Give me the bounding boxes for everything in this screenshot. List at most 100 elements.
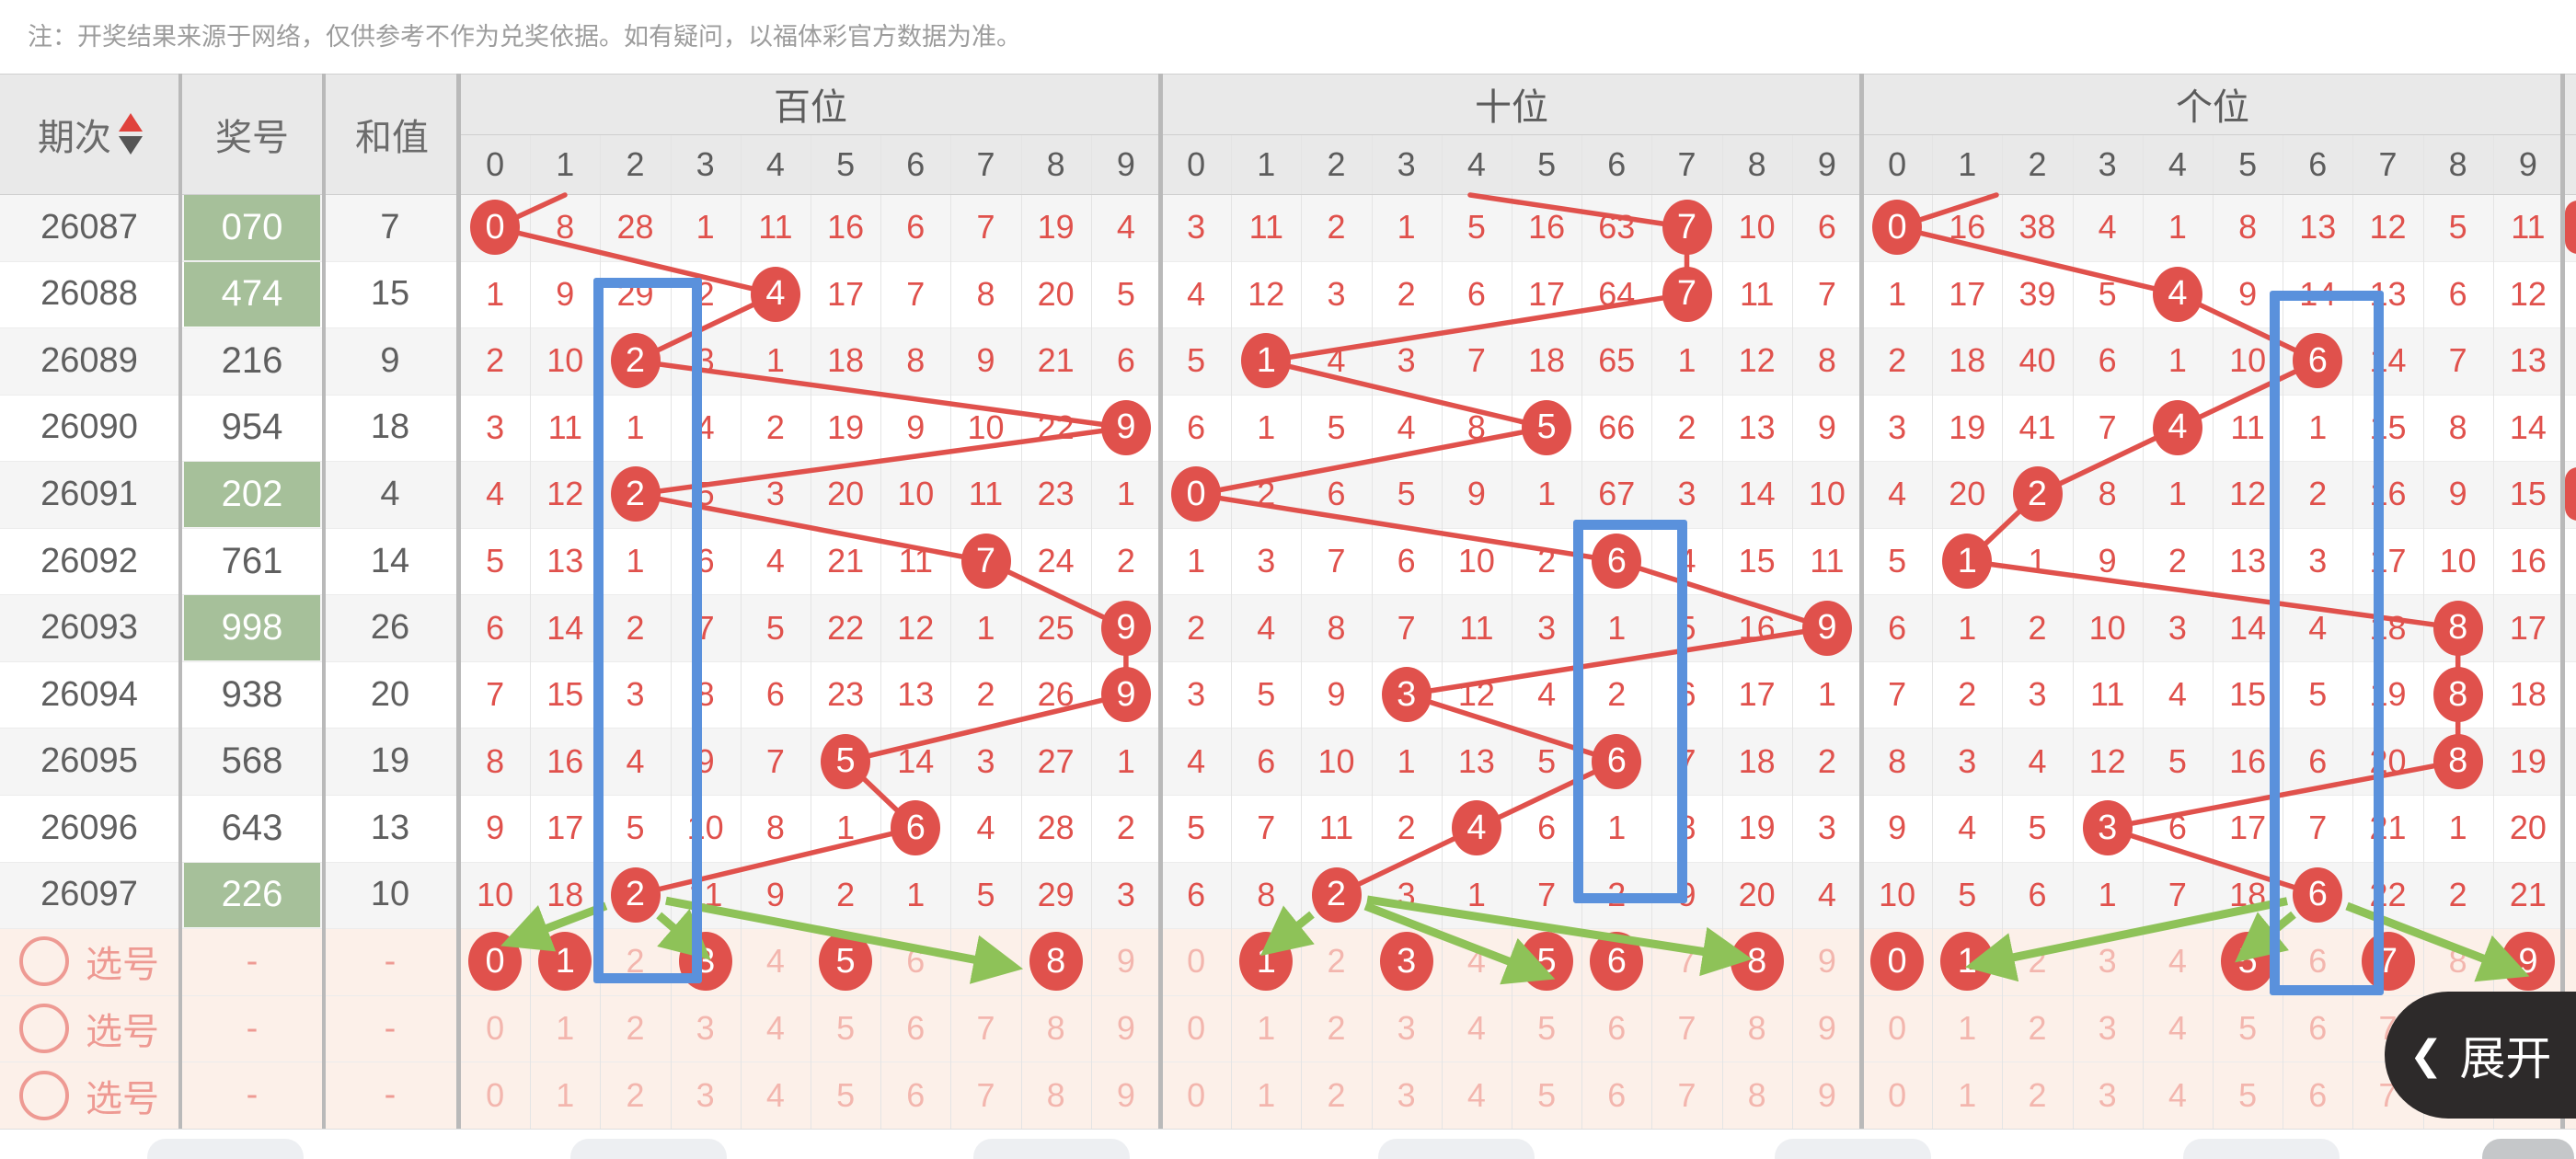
pick-digit[interactable]: 5 bbox=[836, 1075, 856, 1114]
pick-digit[interactable]: 1 bbox=[556, 1009, 575, 1048]
pick-digit-selected[interactable]: 5 bbox=[2221, 932, 2275, 992]
pick-digit[interactable]: 8 bbox=[1046, 1075, 1065, 1114]
pick-digit[interactable]: 3 bbox=[2098, 1075, 2117, 1114]
pick-digit[interactable]: 2 bbox=[1327, 942, 1346, 981]
pick-row-label[interactable]: 选号 bbox=[0, 1061, 178, 1129]
award-number-cell: 954 bbox=[221, 407, 283, 448]
award-number-cell: 202 bbox=[184, 462, 320, 527]
pick-circle-icon[interactable] bbox=[19, 1070, 69, 1120]
miss-cell: 1 bbox=[2168, 475, 2187, 513]
miss-cell: 1 bbox=[1187, 542, 1206, 580]
pick-digit[interactable]: 4 bbox=[2168, 1075, 2187, 1114]
pick-digit[interactable]: 0 bbox=[1187, 1009, 1206, 1048]
pick-digit[interactable]: 6 bbox=[1607, 1009, 1627, 1048]
pick-digit[interactable]: 4 bbox=[765, 1009, 785, 1048]
pick-digit[interactable]: 0 bbox=[1187, 942, 1206, 981]
pick-digit[interactable]: 1 bbox=[1958, 1075, 1977, 1114]
pick-digit-selected[interactable]: 8 bbox=[1730, 932, 1784, 992]
pick-digit[interactable]: 5 bbox=[1537, 1009, 1557, 1048]
pick-digit[interactable]: 1 bbox=[1257, 1009, 1276, 1048]
pick-digit[interactable]: 4 bbox=[765, 1075, 785, 1114]
pick-digit[interactable]: 7 bbox=[1677, 942, 1696, 981]
pick-row-label[interactable]: 选号 bbox=[0, 928, 178, 995]
digit-header: 3 bbox=[1397, 144, 1416, 183]
pick-digit[interactable]: 0 bbox=[1888, 1075, 1907, 1114]
pick-digit[interactable]: 9 bbox=[1116, 1009, 1135, 1048]
miss-cell: 3 bbox=[1537, 608, 1557, 647]
miss-cell: 8 bbox=[2238, 208, 2258, 247]
pick-digit[interactable]: 6 bbox=[906, 942, 926, 981]
pick-digit-selected[interactable]: 0 bbox=[1870, 932, 1925, 992]
pick-digit[interactable]: 9 bbox=[1817, 1009, 1836, 1048]
pick-digit[interactable]: 0 bbox=[1187, 1075, 1206, 1114]
pick-digit[interactable]: 3 bbox=[1397, 1009, 1416, 1048]
miss-cell: 17 bbox=[827, 274, 865, 313]
pick-digit[interactable]: 0 bbox=[486, 1075, 505, 1114]
pick-digit-selected[interactable]: 5 bbox=[819, 932, 873, 992]
pick-digit[interactable]: 2 bbox=[626, 1075, 645, 1114]
pick-digit[interactable]: 5 bbox=[2238, 1009, 2258, 1048]
pick-digit[interactable]: 1 bbox=[1958, 1009, 1977, 1048]
sort-icon[interactable] bbox=[119, 113, 143, 155]
miss-cell: 20 bbox=[827, 475, 865, 513]
pick-digit[interactable]: 9 bbox=[1116, 1075, 1135, 1114]
miss-cell: 4 bbox=[1187, 274, 1206, 313]
pick-digit[interactable]: 6 bbox=[2308, 1009, 2328, 1048]
pick-digit[interactable]: 2 bbox=[626, 1009, 645, 1048]
pick-digit[interactable]: 6 bbox=[2308, 942, 2328, 981]
pick-digit[interactable]: 2 bbox=[2028, 1009, 2047, 1048]
pick-digit[interactable]: 2 bbox=[2028, 942, 2047, 981]
pick-digit[interactable]: 7 bbox=[976, 1075, 995, 1114]
pick-digit[interactable]: 4 bbox=[765, 942, 785, 981]
pick-digit[interactable]: 3 bbox=[1397, 1075, 1416, 1114]
pick-digit[interactable]: 6 bbox=[906, 1009, 926, 1048]
pick-digit-selected[interactable]: 3 bbox=[1379, 932, 1433, 992]
pick-digit[interactable]: 7 bbox=[1677, 1075, 1696, 1114]
pick-digit[interactable]: 9 bbox=[1817, 1075, 1836, 1114]
miss-cell: 1 bbox=[2448, 809, 2467, 847]
pick-digit-selected[interactable]: 9 bbox=[2501, 932, 2555, 992]
pick-digit[interactable]: 2 bbox=[1327, 1075, 1346, 1114]
pick-digit[interactable]: 7 bbox=[976, 942, 995, 981]
pick-digit-selected[interactable]: 5 bbox=[1520, 932, 1574, 992]
pick-digit[interactable]: 6 bbox=[906, 1075, 926, 1114]
pick-digit[interactable]: 4 bbox=[2168, 942, 2187, 981]
pick-digit[interactable]: 6 bbox=[2308, 1075, 2328, 1114]
miss-cell: 1 bbox=[1817, 675, 1836, 714]
pick-digit[interactable]: 7 bbox=[976, 1009, 995, 1048]
pick-digit-selected[interactable]: 0 bbox=[468, 932, 523, 992]
pick-circle-icon[interactable] bbox=[19, 1004, 69, 1054]
pick-digit[interactable]: 3 bbox=[2098, 942, 2117, 981]
pick-digit[interactable]: 5 bbox=[1537, 1075, 1557, 1114]
pick-digit[interactable]: 0 bbox=[486, 1009, 505, 1048]
pick-digit[interactable]: 8 bbox=[1747, 1009, 1766, 1048]
column-header-period[interactable]: 期次 bbox=[0, 74, 180, 194]
pick-digit[interactable]: 8 bbox=[2448, 942, 2467, 981]
pick-digit[interactable]: 4 bbox=[1466, 942, 1486, 981]
pick-digit[interactable]: 9 bbox=[1817, 942, 1836, 981]
pick-digit[interactable]: 3 bbox=[696, 1075, 715, 1114]
pick-digit[interactable]: 4 bbox=[1466, 1075, 1486, 1114]
pick-circle-icon[interactable] bbox=[19, 936, 69, 987]
pick-digit[interactable]: 1 bbox=[556, 1075, 575, 1114]
pick-digit[interactable]: 5 bbox=[2238, 1075, 2258, 1114]
pick-row-label[interactable]: 选号 bbox=[0, 995, 178, 1062]
pick-digit[interactable]: 8 bbox=[1046, 1009, 1065, 1048]
pick-digit[interactable]: 3 bbox=[2098, 1009, 2117, 1048]
digit-header: 2 bbox=[626, 144, 645, 183]
pick-digit[interactable]: 5 bbox=[836, 1009, 856, 1048]
pick-digit[interactable]: 0 bbox=[1888, 1009, 1907, 1048]
pick-digit[interactable]: 4 bbox=[1466, 1009, 1486, 1048]
pick-digit[interactable]: 9 bbox=[1116, 942, 1135, 981]
pick-digit[interactable]: 2 bbox=[2028, 1075, 2047, 1114]
pick-digit-selected[interactable]: 8 bbox=[1029, 932, 1083, 992]
pick-digit[interactable]: 8 bbox=[1747, 1075, 1766, 1114]
pick-digit[interactable]: 6 bbox=[1607, 1075, 1627, 1114]
expand-button[interactable]: ❮ 展开 bbox=[2385, 992, 2576, 1119]
pick-digit[interactable]: 4 bbox=[2168, 1009, 2187, 1048]
pick-digit[interactable]: 1 bbox=[1257, 1075, 1276, 1114]
pick-digit[interactable]: 2 bbox=[626, 942, 645, 981]
pick-digit[interactable]: 7 bbox=[1677, 1009, 1696, 1048]
pick-digit[interactable]: 2 bbox=[1327, 1009, 1346, 1048]
pick-digit[interactable]: 3 bbox=[696, 1009, 715, 1048]
